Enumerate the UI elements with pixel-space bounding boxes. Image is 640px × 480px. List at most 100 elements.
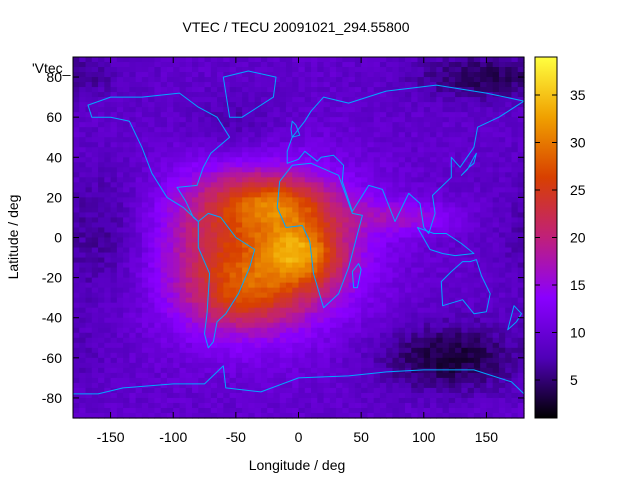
heat-cell xyxy=(354,337,362,344)
heat-cell xyxy=(467,377,475,384)
heat-cell xyxy=(298,87,306,93)
heat-cell xyxy=(135,377,143,384)
heat-cell xyxy=(323,107,331,113)
heat-cell xyxy=(411,337,419,344)
heat-cell xyxy=(367,237,375,244)
heat-cell xyxy=(517,177,525,183)
heat-cell xyxy=(329,87,337,93)
heat-cell xyxy=(392,357,400,364)
heat-cell xyxy=(166,307,174,314)
heat-cell xyxy=(242,257,249,264)
heat-cell xyxy=(248,377,256,384)
heat-cell xyxy=(448,307,456,314)
heat-cell xyxy=(129,122,137,128)
heat-cell xyxy=(135,332,143,339)
heat-cell xyxy=(292,97,300,103)
heat-cell xyxy=(141,292,149,299)
heat-cell xyxy=(85,362,93,369)
heat-cell xyxy=(110,282,118,289)
heat-cell xyxy=(417,217,425,224)
heat-cell xyxy=(242,312,249,319)
heat-cell xyxy=(430,387,437,394)
heat-cell xyxy=(273,292,281,299)
heat-cell xyxy=(461,362,469,369)
heat-cell xyxy=(473,247,481,254)
heat-cell xyxy=(336,217,343,224)
heat-cell xyxy=(116,177,124,183)
heat-cell xyxy=(348,312,356,319)
heat-cell xyxy=(273,357,281,364)
heat-cell xyxy=(411,87,419,93)
heat-cell xyxy=(298,147,306,153)
heat-cell xyxy=(317,342,325,349)
heat-cell xyxy=(411,247,419,254)
heat-cell xyxy=(498,277,506,284)
heat-cell xyxy=(166,337,174,344)
heat-cell xyxy=(342,317,350,324)
heat-cell xyxy=(367,212,375,219)
heat-cell xyxy=(361,252,368,259)
heat-cell xyxy=(217,292,224,299)
heat-cell xyxy=(498,287,506,294)
heat-cell xyxy=(260,217,268,224)
heat-cell xyxy=(473,272,481,279)
heat-cell xyxy=(461,227,469,234)
heat-cell xyxy=(492,317,500,324)
heat-cell xyxy=(254,227,262,234)
heat-cell xyxy=(242,322,249,329)
heat-cell xyxy=(91,122,99,128)
heat-cell xyxy=(430,167,437,173)
heat-cell xyxy=(279,77,287,83)
heat-cell xyxy=(323,182,331,188)
heat-cell xyxy=(392,287,400,294)
heat-cell xyxy=(192,272,199,279)
heat-cell xyxy=(273,242,281,249)
heat-cell xyxy=(135,297,143,304)
heat-cell xyxy=(336,222,343,229)
heat-cell xyxy=(135,82,143,88)
heat-cell xyxy=(505,162,513,168)
heat-cell xyxy=(229,307,237,314)
heat-cell xyxy=(192,127,199,133)
heat-cell xyxy=(392,342,400,349)
heat-cell xyxy=(229,147,237,153)
heat-cell xyxy=(492,277,500,284)
heat-cell xyxy=(217,157,224,163)
heat-cell xyxy=(185,157,193,163)
heat-cell xyxy=(473,222,481,229)
heat-cell xyxy=(229,197,237,203)
heat-cell xyxy=(185,322,193,329)
heat-cell xyxy=(298,367,306,374)
heat-cell xyxy=(160,267,168,274)
heat-cell xyxy=(79,267,87,274)
heat-cell xyxy=(404,167,412,173)
heat-cell xyxy=(91,237,99,244)
heat-cell xyxy=(223,377,231,384)
heat-cell xyxy=(279,302,287,309)
heat-cell xyxy=(436,327,444,334)
heat-cell xyxy=(304,212,312,219)
heat-cell xyxy=(361,217,368,224)
heat-cell xyxy=(448,222,456,229)
heat-cell xyxy=(85,397,93,404)
heat-cell xyxy=(198,302,206,309)
heat-cell xyxy=(348,57,356,63)
heat-cell xyxy=(392,277,400,284)
heat-cell xyxy=(367,217,375,224)
heat-cell xyxy=(411,262,419,269)
heat-cell xyxy=(480,177,488,183)
heat-cell xyxy=(273,67,281,73)
heat-cell xyxy=(179,167,187,173)
heat-cell xyxy=(260,67,268,73)
heat-cell xyxy=(455,232,462,239)
heat-cell xyxy=(311,257,318,264)
heat-cell xyxy=(455,157,462,163)
heat-cell xyxy=(430,267,437,274)
heat-cell xyxy=(173,267,181,274)
heat-cell xyxy=(473,207,481,214)
heat-cell xyxy=(210,87,218,93)
heat-cell xyxy=(267,317,275,324)
heat-cell xyxy=(505,112,513,118)
heat-cell xyxy=(373,77,381,83)
heat-cell xyxy=(461,257,469,264)
